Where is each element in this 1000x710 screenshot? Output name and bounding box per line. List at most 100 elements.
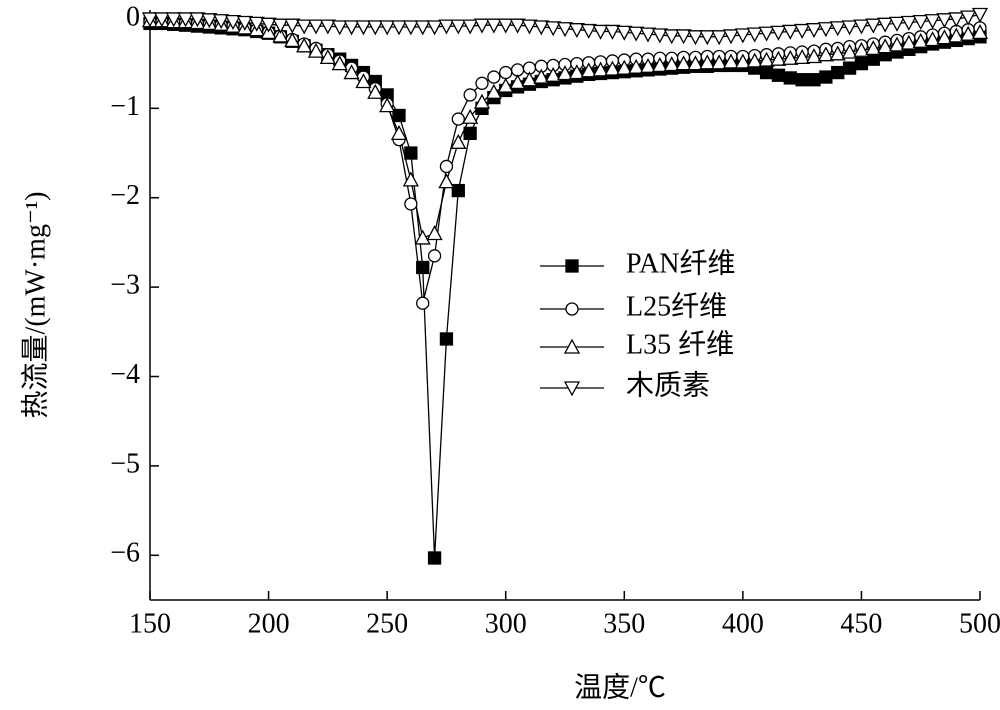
data-point — [307, 19, 325, 35]
data-point — [521, 19, 538, 35]
data-point — [438, 19, 455, 35]
data-point — [651, 57, 668, 73]
data-point — [224, 14, 242, 30]
data-point — [722, 29, 740, 45]
data-point — [355, 73, 372, 89]
data-point — [971, 7, 989, 23]
data-point — [404, 146, 418, 160]
data-point — [473, 18, 491, 34]
data-point — [438, 173, 455, 189]
data-point — [628, 58, 645, 74]
data-point — [912, 32, 929, 48]
data-point — [439, 159, 454, 174]
y-tick-label: −4 — [110, 359, 140, 390]
data-point — [722, 53, 740, 69]
x-tick-label: 500 — [959, 608, 1000, 639]
data-point — [463, 88, 477, 102]
data-point — [829, 45, 846, 61]
data-point — [770, 50, 787, 66]
data-point — [556, 22, 574, 38]
x-tick-label: 300 — [485, 608, 527, 639]
data-point — [842, 61, 857, 75]
data-point — [284, 32, 301, 48]
data-point — [807, 73, 821, 87]
data-point — [248, 16, 265, 32]
data-point — [367, 83, 384, 99]
data-point — [877, 38, 894, 54]
data-point — [770, 25, 787, 41]
data-point — [485, 83, 502, 99]
data-point — [711, 54, 728, 70]
data-point — [936, 29, 953, 45]
data-point — [639, 57, 657, 73]
data-point — [426, 225, 443, 241]
data-point — [831, 65, 845, 80]
legend-label: L25纤维 — [626, 290, 727, 322]
data-point — [936, 13, 953, 29]
x-axis-label: 温度/℃ — [574, 671, 666, 703]
data-point — [948, 12, 965, 28]
data-point — [759, 65, 774, 80]
data-point — [568, 64, 585, 80]
series-line — [150, 22, 981, 559]
data-point — [924, 31, 941, 47]
x-tick-label: 250 — [366, 608, 408, 639]
data-point — [924, 14, 941, 30]
legend-marker — [563, 381, 581, 397]
data-point — [568, 23, 585, 39]
data-point — [948, 27, 965, 43]
data-point — [177, 12, 194, 28]
data-point — [367, 20, 384, 36]
data-point — [663, 29, 680, 45]
data-point — [427, 249, 442, 263]
data-point — [794, 49, 811, 65]
data-point — [817, 46, 834, 62]
data-point — [390, 124, 408, 141]
data-point — [592, 24, 609, 40]
x-tick-label: 350 — [603, 608, 645, 639]
data-point — [794, 23, 811, 39]
legend-label: PAN纤维 — [626, 247, 735, 279]
data-point — [141, 12, 159, 28]
data-point — [260, 17, 277, 33]
data-point — [416, 260, 430, 275]
data-point — [865, 18, 882, 34]
data-point — [545, 21, 562, 37]
data-point — [450, 133, 467, 149]
data-point — [900, 15, 917, 31]
data-point — [343, 64, 360, 80]
data-point — [414, 20, 431, 36]
data-point — [426, 20, 443, 36]
y-tick-label: 0 — [126, 1, 140, 32]
y-tick-label: −1 — [110, 91, 140, 122]
data-point — [865, 40, 882, 56]
data-point — [497, 77, 514, 93]
data-point — [900, 34, 917, 50]
data-point — [272, 18, 289, 34]
data-point — [319, 19, 336, 35]
data-point — [379, 20, 396, 36]
data-point — [331, 20, 348, 36]
data-point — [687, 30, 704, 46]
y-tick-label: −2 — [110, 180, 140, 211]
data-point — [343, 20, 360, 36]
data-point — [687, 55, 704, 71]
data-point — [487, 70, 501, 84]
data-point — [616, 25, 633, 41]
data-point — [580, 23, 597, 39]
data-point — [758, 51, 775, 67]
data-point — [236, 15, 253, 31]
data-point — [404, 197, 418, 211]
data-point — [782, 49, 799, 65]
data-point — [853, 19, 870, 35]
data-point — [675, 29, 692, 45]
data-point — [853, 41, 870, 57]
data-point — [201, 13, 218, 29]
data-point — [533, 20, 550, 36]
data-point — [473, 93, 491, 109]
data-point — [463, 126, 477, 141]
data-point — [795, 73, 809, 87]
data-point — [497, 18, 514, 34]
data-point — [462, 108, 479, 124]
